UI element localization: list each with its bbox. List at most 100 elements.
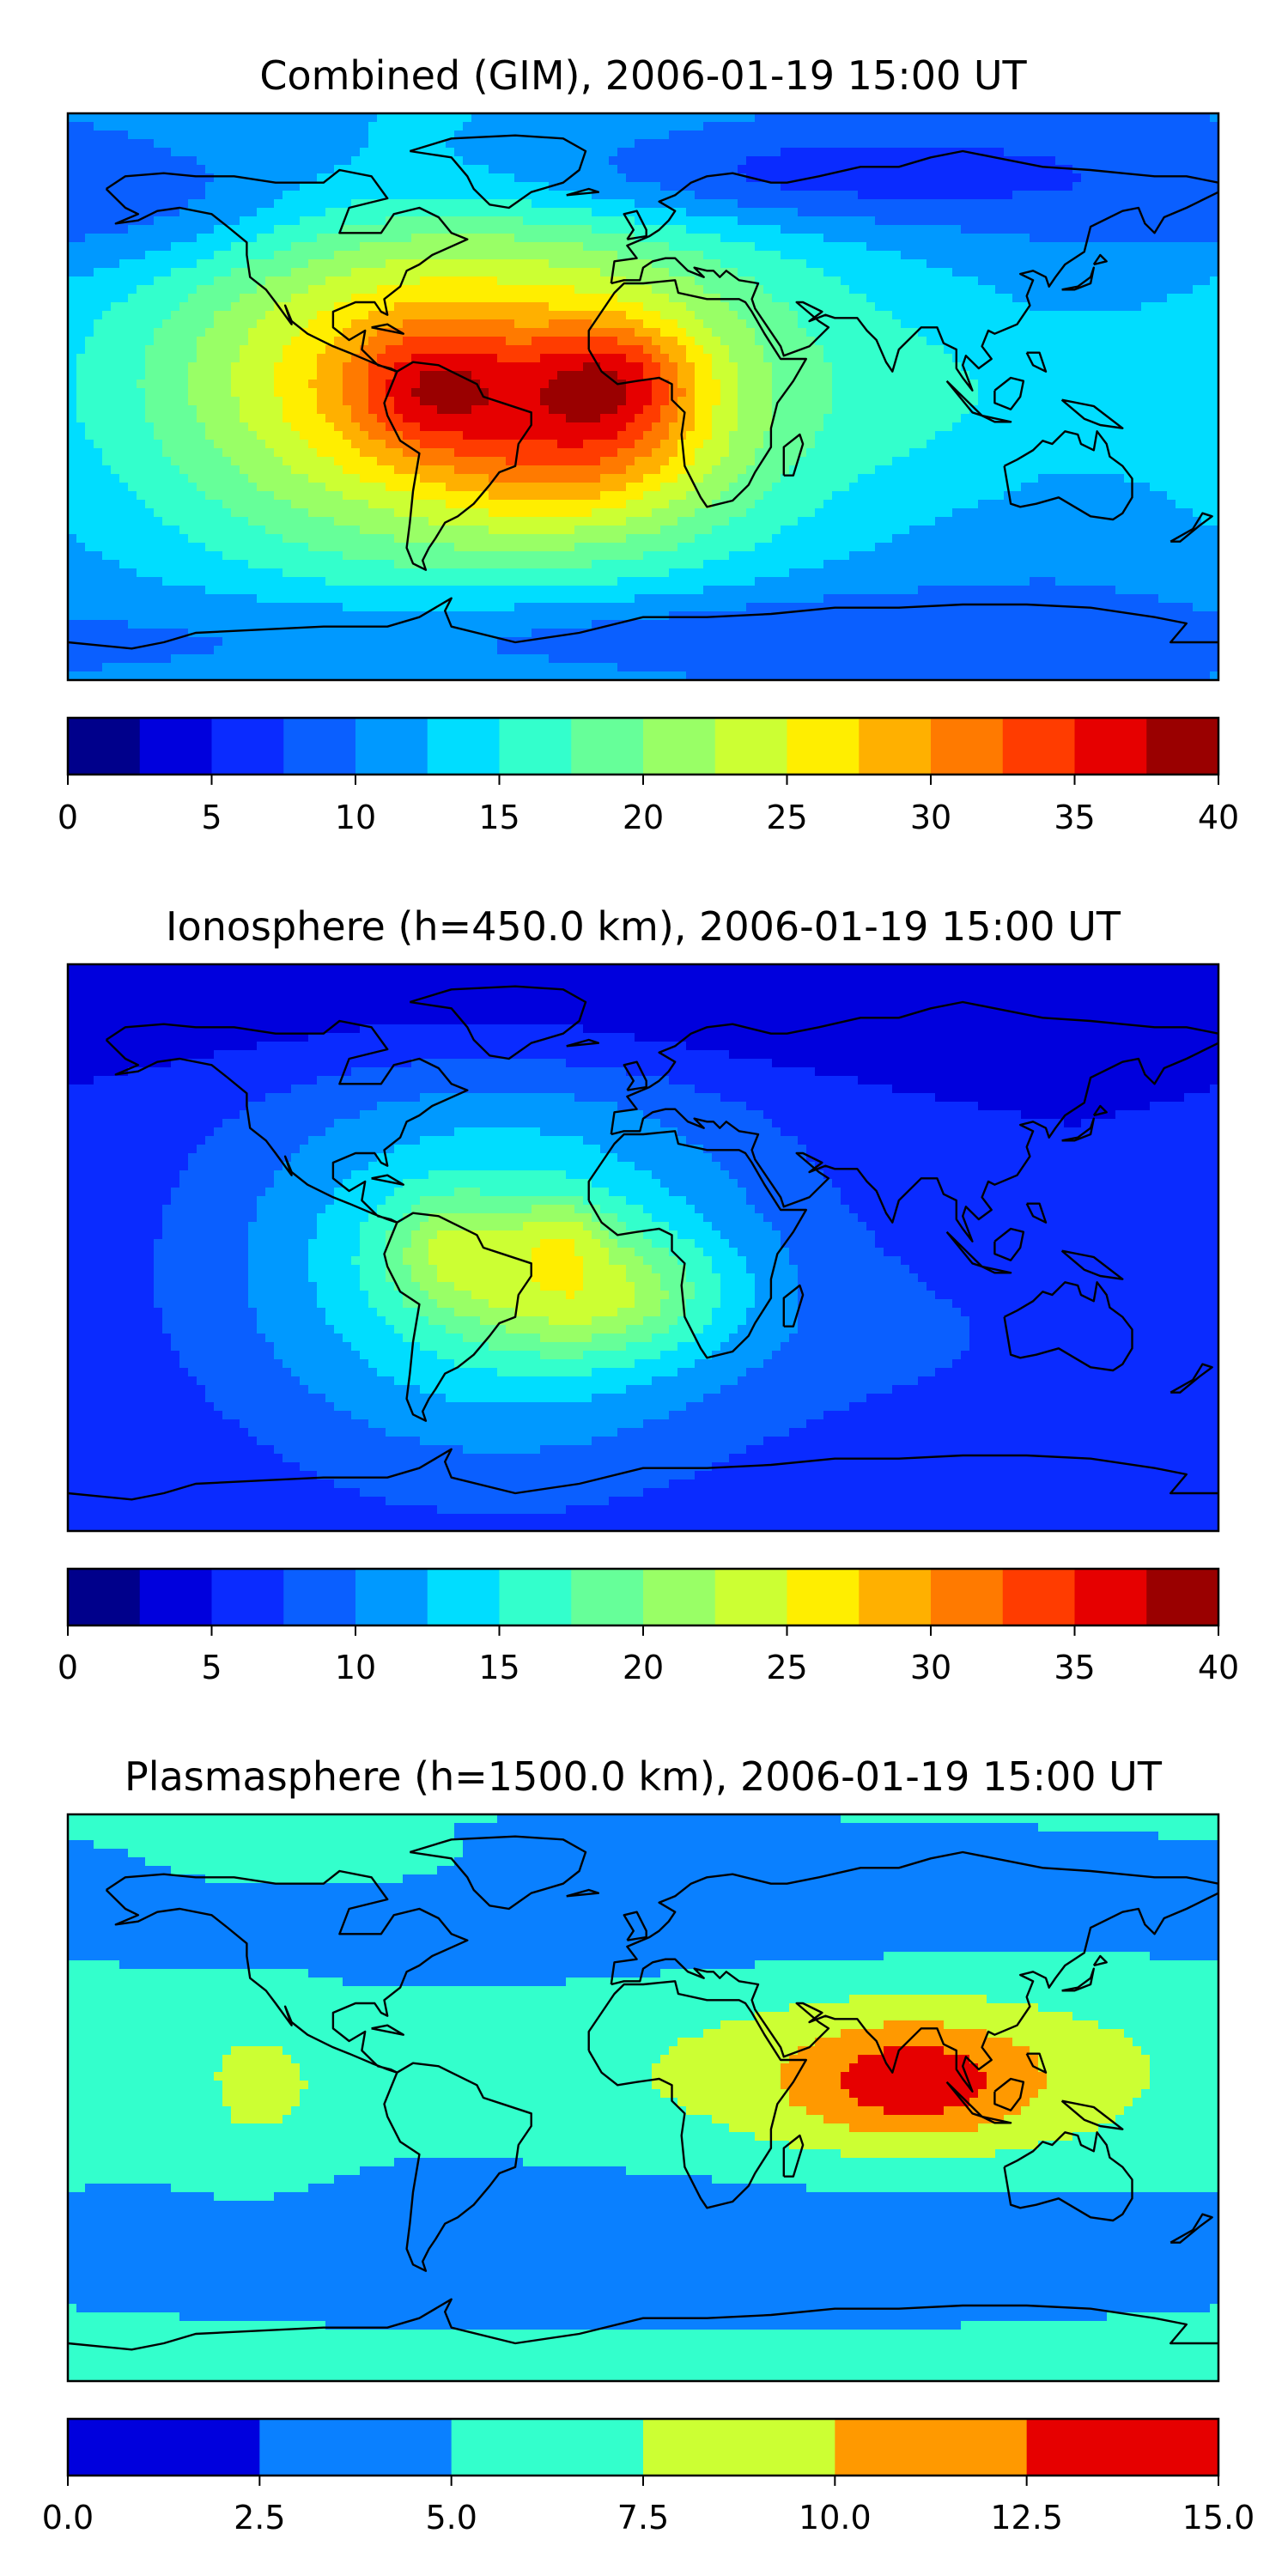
heatmap-cell — [566, 182, 575, 191]
heatmap-cell — [755, 337, 764, 346]
heatmap-cell — [918, 122, 927, 131]
heatmap-cell — [240, 276, 249, 286]
heatmap-cell — [652, 139, 661, 149]
heatmap-cell — [188, 345, 197, 355]
heatmap-cell — [274, 294, 283, 303]
heatmap-cell — [188, 148, 197, 157]
heatmap-cell — [179, 354, 189, 363]
heatmap-cell — [1012, 191, 1022, 200]
heatmap-cell — [300, 148, 309, 157]
heatmap-cell — [1201, 122, 1211, 131]
heatmap-cell — [1012, 405, 1022, 415]
heatmap-cell — [1081, 191, 1091, 200]
heatmap-cell — [1021, 165, 1030, 174]
heatmap-cell — [420, 131, 429, 140]
heatmap-cell — [592, 337, 601, 346]
heatmap-cell — [1193, 259, 1202, 269]
heatmap-cell — [995, 156, 1005, 166]
heatmap-cell — [128, 156, 137, 166]
heatmap-cell — [274, 354, 283, 363]
heatmap-cell — [549, 234, 558, 243]
heatmap-cell — [703, 216, 713, 226]
heatmap-cell — [557, 148, 567, 157]
heatmap-cell — [1158, 397, 1168, 406]
heatmap-cell — [626, 131, 635, 140]
heatmap-cell — [411, 234, 421, 243]
heatmap-cell — [368, 131, 378, 140]
heatmap-cell — [428, 259, 438, 269]
heatmap-cell — [471, 362, 481, 372]
heatmap-cell — [403, 259, 412, 269]
heatmap-cell — [935, 251, 945, 260]
heatmap-cell — [231, 199, 240, 209]
heatmap-cell — [1064, 208, 1073, 217]
heatmap-cell — [918, 234, 927, 243]
heatmap-cell — [781, 319, 790, 329]
heatmap-cell — [1158, 225, 1168, 234]
heatmap-cell — [463, 388, 472, 398]
heatmap-cell — [1064, 422, 1073, 432]
heatmap-cell — [377, 139, 386, 149]
heatmap-cell — [248, 225, 258, 234]
heatmap-cell — [360, 191, 369, 200]
heatmap-cell — [137, 285, 146, 295]
heatmap-cell — [523, 234, 532, 243]
heatmap-cell — [85, 259, 94, 269]
heatmap-cell — [386, 122, 395, 131]
heatmap-cell — [746, 131, 756, 140]
heatmap-cell — [1064, 311, 1073, 320]
heatmap-cell — [652, 251, 661, 260]
heatmap-cell — [76, 199, 86, 209]
heatmap-cell — [952, 199, 962, 209]
heatmap-cell — [205, 397, 215, 406]
heatmap-cell — [592, 414, 601, 423]
heatmap-cell — [222, 165, 232, 174]
heatmap-cell — [231, 182, 240, 191]
heatmap-cell — [720, 311, 730, 320]
heatmap-cell — [720, 173, 730, 183]
heatmap-cell — [643, 371, 653, 380]
heatmap-cell — [68, 139, 77, 149]
heatmap-cell — [265, 139, 275, 149]
heatmap-cell — [1038, 165, 1048, 174]
heatmap-cell — [119, 148, 129, 157]
heatmap-cell — [162, 354, 172, 363]
heatmap-cell — [1098, 285, 1108, 295]
heatmap-cell — [94, 362, 103, 372]
heatmap-cell — [823, 337, 833, 346]
heatmap-cell — [695, 216, 704, 226]
heatmap-cell — [214, 380, 223, 389]
heatmap-cell — [566, 371, 575, 380]
heatmap-cell — [1158, 285, 1168, 295]
heatmap-cell — [574, 276, 584, 286]
heatmap-cell — [1150, 251, 1159, 260]
heatmap-cell — [265, 362, 275, 372]
heatmap-cell — [360, 122, 369, 131]
heatmap-cell — [823, 371, 833, 380]
heatmap-cell — [145, 311, 155, 320]
heatmap-cell — [111, 225, 120, 234]
heatmap-cell — [669, 285, 678, 295]
heatmap-cell — [240, 216, 249, 226]
heatmap-cell — [875, 251, 884, 260]
heatmap-cell — [1090, 225, 1099, 234]
heatmap-cell — [94, 225, 103, 234]
heatmap-cell — [514, 294, 524, 303]
heatmap-cell — [849, 251, 859, 260]
heatmap-cell — [514, 380, 524, 389]
heatmap-cell — [901, 165, 910, 174]
heatmap-cell — [446, 276, 455, 286]
heatmap-cell — [514, 362, 524, 372]
heatmap-cell — [626, 294, 635, 303]
heatmap-cell — [1124, 362, 1133, 372]
heatmap-cell — [909, 285, 919, 295]
heatmap-cell — [763, 319, 773, 329]
heatmap-cell — [703, 148, 713, 157]
heatmap-cell — [1030, 216, 1039, 226]
heatmap-cell — [532, 173, 541, 183]
heatmap-cell — [660, 285, 670, 295]
heatmap-cell — [514, 337, 524, 346]
heatmap-cell — [592, 302, 601, 312]
heatmap-cell — [1081, 337, 1091, 346]
heatmap-cell — [1158, 388, 1168, 398]
